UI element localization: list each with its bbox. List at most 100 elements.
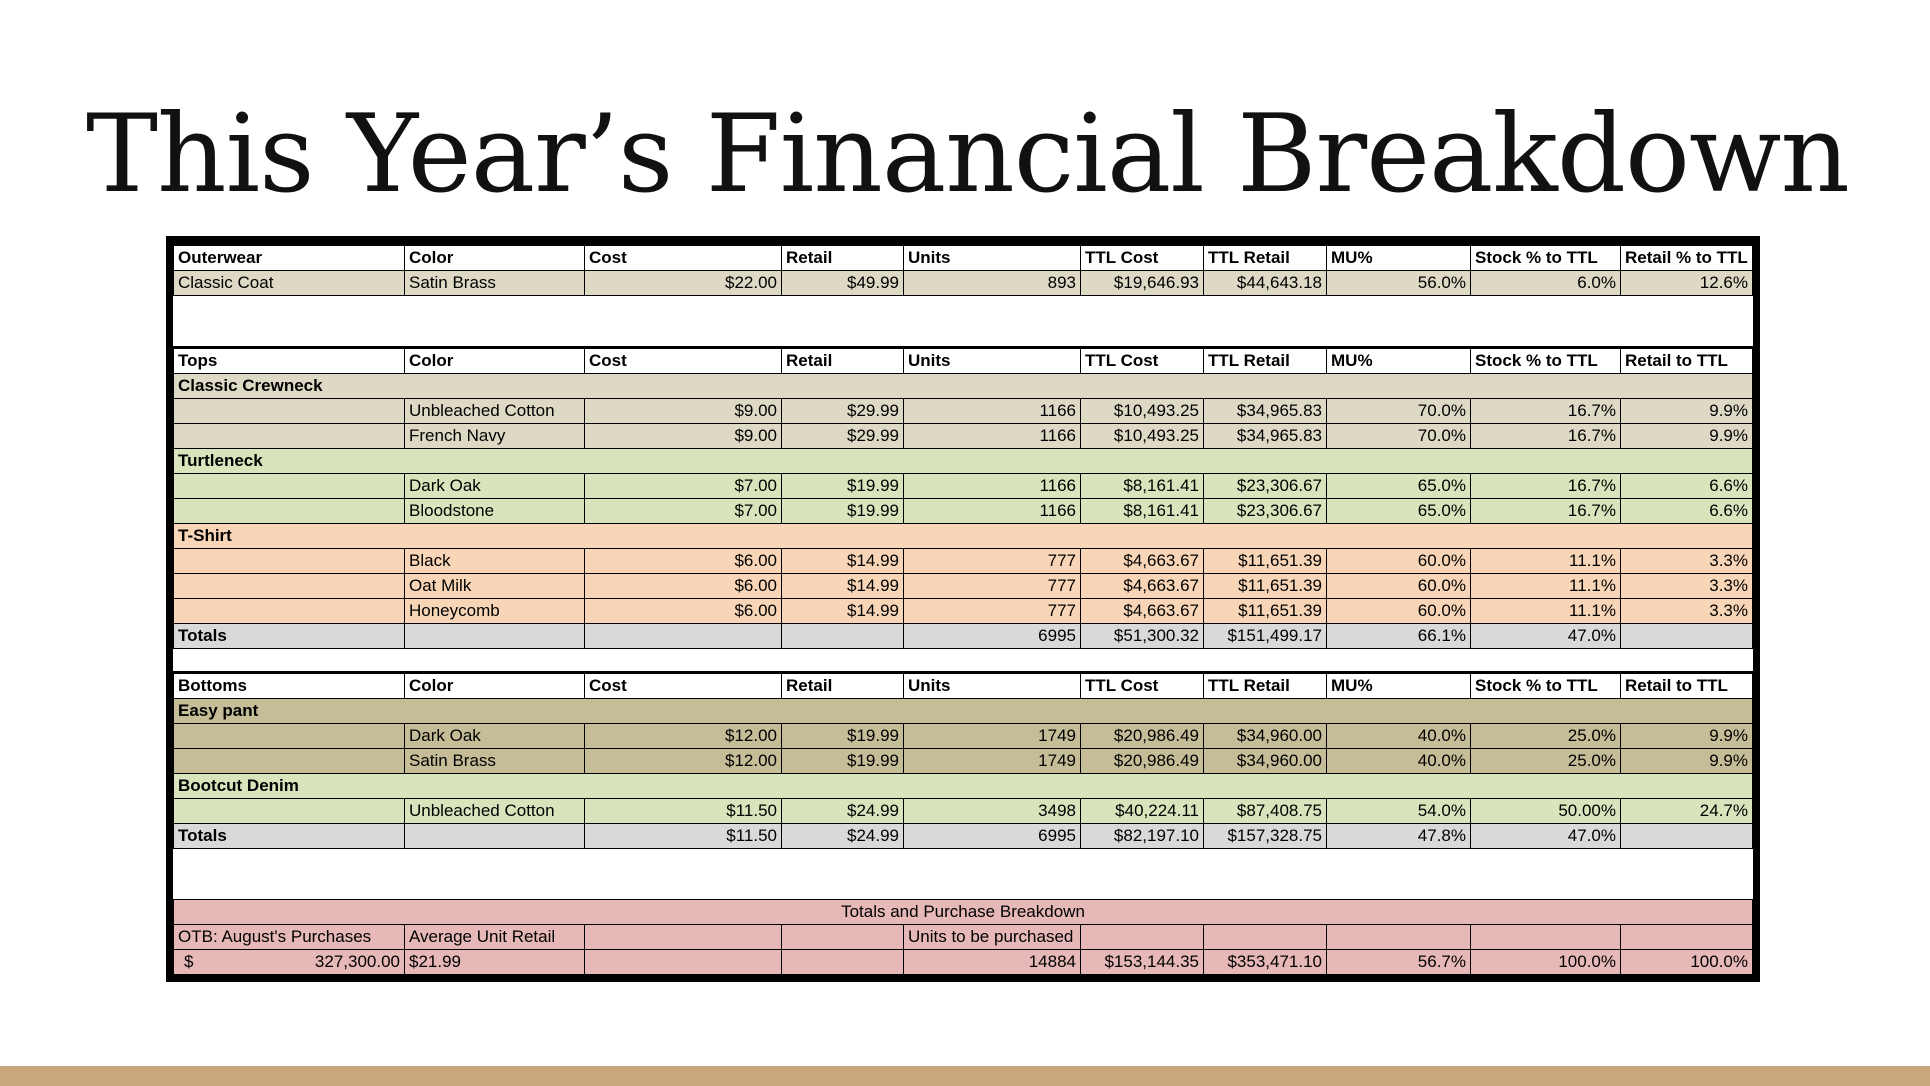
cell: 11.1% xyxy=(1470,598,1621,624)
cell: Color xyxy=(404,346,585,374)
cell: 100.0% xyxy=(1470,949,1621,975)
empty-cell xyxy=(173,398,405,424)
cell: $87,408.75 xyxy=(1203,798,1327,824)
cell: $24.99 xyxy=(781,798,904,824)
cell: $327,300.00 xyxy=(173,949,405,975)
cell: $11.50 xyxy=(584,823,782,849)
cell: Unbleached Cotton xyxy=(404,798,585,824)
empty-cell xyxy=(173,423,405,449)
empty-cell xyxy=(781,949,904,975)
cell: $14.99 xyxy=(781,573,904,599)
cell: TTL Cost xyxy=(1080,243,1204,271)
cell: $4,663.67 xyxy=(1080,573,1204,599)
cell: Satin Brass xyxy=(404,748,585,774)
group-name: Classic Crewneck xyxy=(173,373,1753,399)
group-row: Easy pant xyxy=(173,698,1753,724)
cell: Color xyxy=(404,671,585,699)
cell: Dark Oak xyxy=(404,473,585,499)
cell: MU% xyxy=(1326,671,1471,699)
cell: $7.00 xyxy=(584,473,782,499)
empty-cell xyxy=(173,598,405,624)
cell: $34,960.00 xyxy=(1203,748,1327,774)
cell: Bottoms xyxy=(173,671,405,699)
cell: 6995 xyxy=(903,823,1081,849)
spacer xyxy=(173,295,1753,348)
cell: Oat Milk xyxy=(404,573,585,599)
cell: $9.00 xyxy=(584,423,782,449)
data-row: Unbleached Cotton $9.00 $29.99 1166 $10,493.… xyxy=(173,398,1753,424)
cell: 66.1% xyxy=(1326,623,1471,649)
cell: $22.00 xyxy=(584,270,782,296)
cell: Cost xyxy=(584,243,782,271)
cell: 1749 xyxy=(903,748,1081,774)
cell: $23,306.67 xyxy=(1203,473,1327,499)
cell: $10,493.25 xyxy=(1080,398,1204,424)
cell: $11,651.39 xyxy=(1203,548,1327,574)
cell: $11,651.39 xyxy=(1203,573,1327,599)
cell: 56.0% xyxy=(1326,270,1471,296)
cell: $29.99 xyxy=(781,423,904,449)
cell: Units xyxy=(903,346,1081,374)
cell: Tops xyxy=(173,346,405,374)
data-row: Bloodstone $7.00 $19.99 1166 $8,161.41 $23,30… xyxy=(173,498,1753,524)
cell: Satin Brass xyxy=(404,270,585,296)
cell: 47.0% xyxy=(1470,623,1621,649)
cell: Black xyxy=(404,548,585,574)
cell: 12.6% xyxy=(1620,270,1753,296)
empty-cell xyxy=(1326,924,1471,950)
group-name: Turtleneck xyxy=(173,448,1753,474)
cell: Totals xyxy=(173,823,405,849)
cell: $6.00 xyxy=(584,548,782,574)
data-row: Black $6.00 $14.99 777 $4,663.67 $11,651.39 60… xyxy=(173,548,1753,574)
cell: Average Unit Retail xyxy=(404,924,585,950)
cell: 16.7% xyxy=(1470,398,1621,424)
group-row: Turtleneck xyxy=(173,448,1753,474)
cell: 47.8% xyxy=(1326,823,1471,849)
currency: $ xyxy=(184,952,194,971)
group-name: T-Shirt xyxy=(173,523,1753,549)
cell: $51,300.32 xyxy=(1080,623,1204,649)
cell: Outerwear xyxy=(173,243,405,271)
cell: 777 xyxy=(903,548,1081,574)
totals-row: Totals 6995 $51,300.32 $151,499.17 66.1% 47.0… xyxy=(173,623,1753,649)
table-frame: Outerwear Color Cost Retail Units TTL Cost TTL… xyxy=(166,236,1760,982)
cell: Bloodstone xyxy=(404,498,585,524)
cell: Retail to TTL xyxy=(1620,346,1753,374)
cell: 65.0% xyxy=(1326,473,1471,499)
cell: $19.99 xyxy=(781,498,904,524)
cell: $8,161.41 xyxy=(1080,473,1204,499)
cell: TTL Cost xyxy=(1080,671,1204,699)
cell: $8,161.41 xyxy=(1080,498,1204,524)
cell: Units xyxy=(903,243,1081,271)
cell: 56.7% xyxy=(1326,949,1471,975)
cell: $157,328.75 xyxy=(1203,823,1327,849)
empty-cell xyxy=(1620,623,1753,649)
cell: 3.3% xyxy=(1620,598,1753,624)
data-row: Satin Brass $12.00 $19.99 1749 $20,986.49 $34… xyxy=(173,748,1753,774)
cell: TTL Retail xyxy=(1203,671,1327,699)
cell: $10,493.25 xyxy=(1080,423,1204,449)
cell: OTB: August's Purchases xyxy=(173,924,405,950)
cell: 3.3% xyxy=(1620,548,1753,574)
cell: $153,144.35 xyxy=(1080,949,1204,975)
summary-value-row: $327,300.00 $21.99 14884 $153,144.35 $353,47… xyxy=(173,949,1753,975)
cell: 70.0% xyxy=(1326,423,1471,449)
cell: $151,499.17 xyxy=(1203,623,1327,649)
cell: $49.99 xyxy=(781,270,904,296)
data-row: French Navy $9.00 $29.99 1166 $10,493.25 $34,… xyxy=(173,423,1753,449)
cell: 100.0% xyxy=(1620,949,1753,975)
cell: Retail xyxy=(781,243,904,271)
cell: 11.1% xyxy=(1470,573,1621,599)
cell: 1166 xyxy=(903,398,1081,424)
group-row: Bootcut Denim xyxy=(173,773,1753,799)
cell: $19.99 xyxy=(781,473,904,499)
empty-cell xyxy=(173,748,405,774)
cell: $20,986.49 xyxy=(1080,748,1204,774)
cell: $44,643.18 xyxy=(1203,270,1327,296)
cell: 6.6% xyxy=(1620,473,1753,499)
empty-cell xyxy=(173,798,405,824)
empty-cell xyxy=(584,623,782,649)
cell: 777 xyxy=(903,598,1081,624)
cell: TTL Cost xyxy=(1080,346,1204,374)
